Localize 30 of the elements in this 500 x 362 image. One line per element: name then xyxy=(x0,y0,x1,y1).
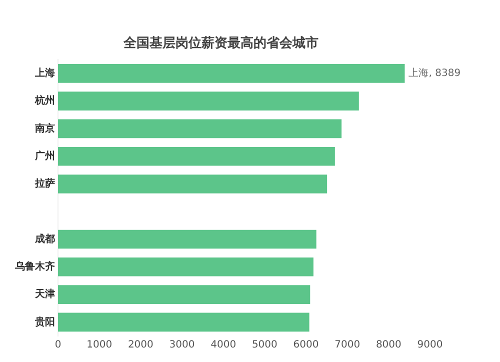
x-tick-label: 5000 xyxy=(252,340,278,351)
y-tick-label: 贵阳 xyxy=(34,316,55,328)
y-tick-label: 南京 xyxy=(34,122,55,134)
data-label: 上海, 8389 xyxy=(408,67,461,80)
chart-title: 全国基层岗位薪资最高的省会城市 xyxy=(122,35,318,52)
bar xyxy=(58,174,328,194)
y-tick-label: 上海 xyxy=(34,67,55,80)
x-tick-label: 9000 xyxy=(417,340,443,351)
bar xyxy=(58,230,316,249)
y-tick-label: 成都 xyxy=(34,232,55,245)
bar xyxy=(58,146,335,166)
y-tick-label: 杭州 xyxy=(34,94,55,107)
x-tick-label: 8000 xyxy=(376,340,402,351)
bar xyxy=(58,312,310,332)
y-tick-label: 拉萨 xyxy=(34,178,55,190)
bar xyxy=(58,285,310,304)
bar xyxy=(58,119,342,138)
y-tick-label: 天津 xyxy=(34,288,55,300)
x-tick-label: 4000 xyxy=(210,340,236,351)
x-tick-label: 0 xyxy=(54,340,62,351)
x-tick-label: 2000 xyxy=(128,340,154,351)
bar xyxy=(58,258,314,276)
bar xyxy=(58,64,405,83)
x-tick-label: 7000 xyxy=(334,340,360,351)
y-tick-label: 乌鲁木齐 xyxy=(14,260,55,272)
y-tick-label: 广州 xyxy=(34,150,55,162)
x-tick-label: 1000 xyxy=(86,340,112,351)
x-tick-label: 3000 xyxy=(169,340,195,351)
x-tick-label: 6000 xyxy=(293,340,319,351)
bar xyxy=(58,92,359,110)
